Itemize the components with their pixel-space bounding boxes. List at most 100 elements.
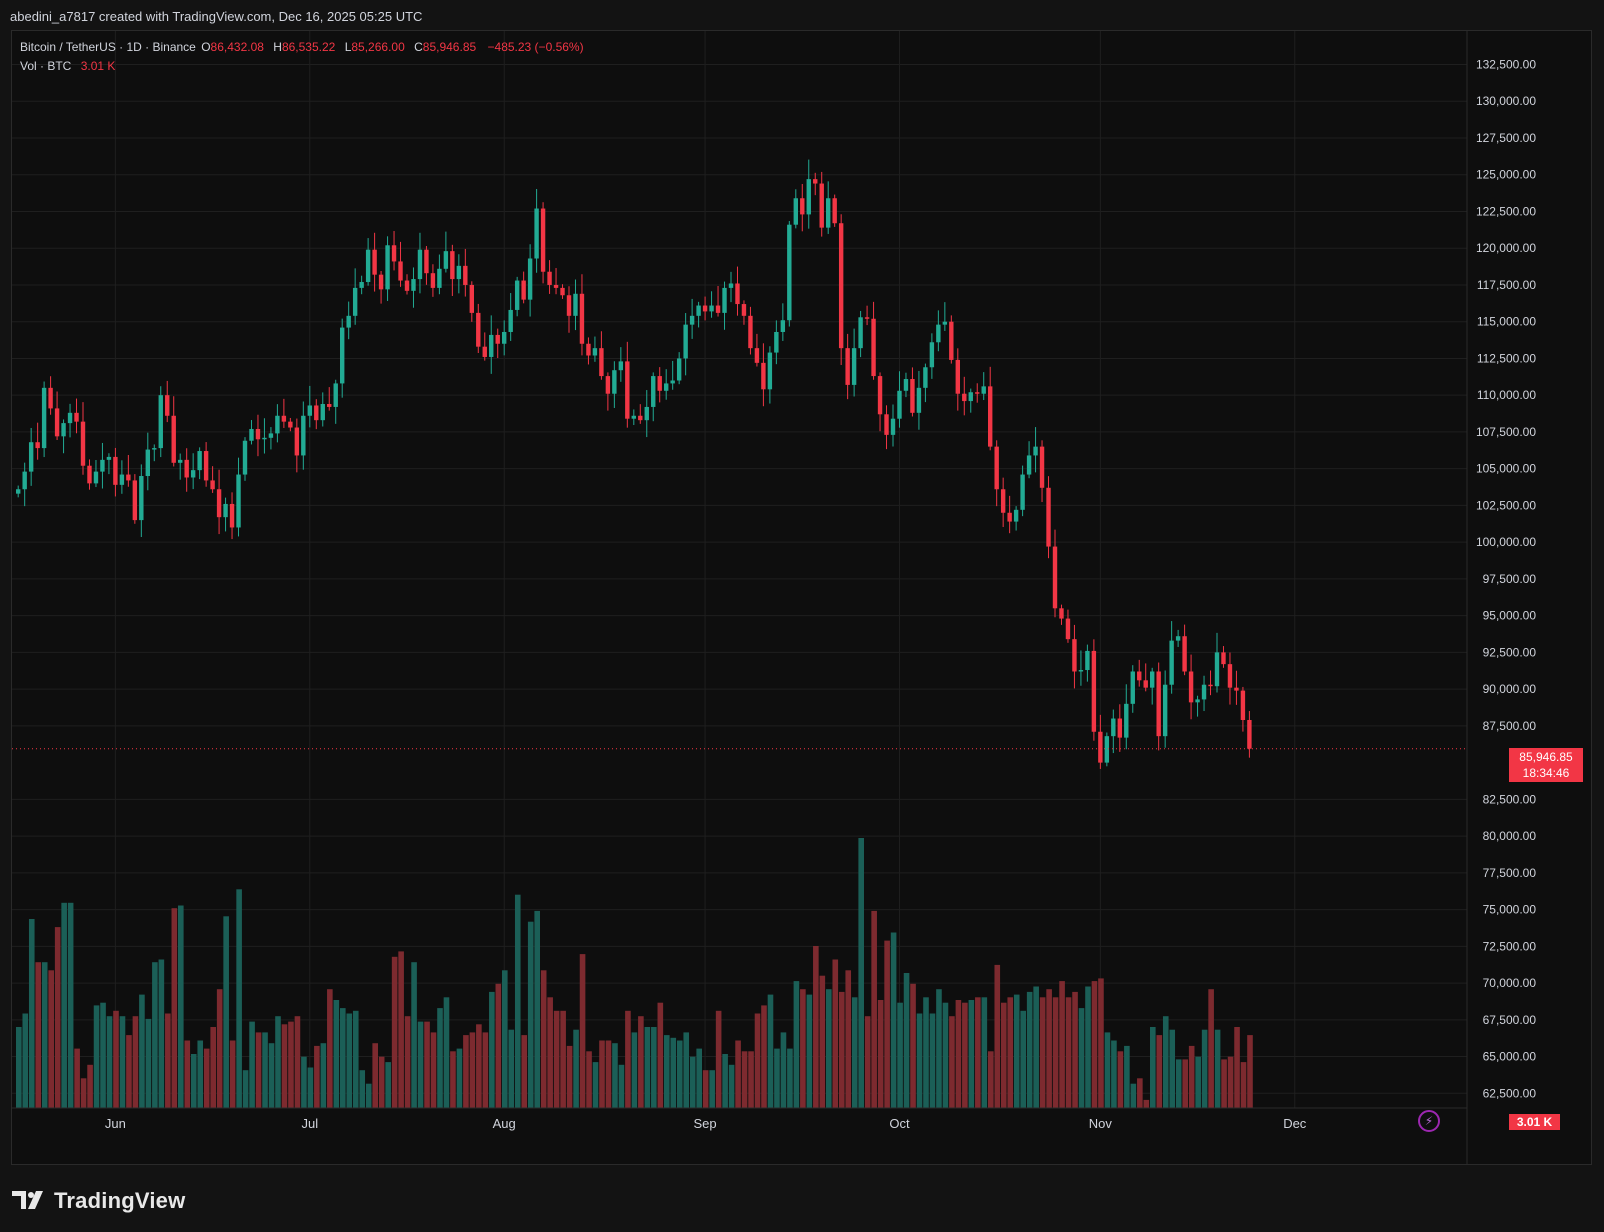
volume-bar — [307, 1067, 314, 1108]
chart-panel[interactable] — [11, 30, 1592, 1165]
candle-body — [534, 208, 539, 259]
volume-bar — [1195, 1056, 1201, 1108]
candle-body — [126, 474, 131, 481]
candlestick-chart[interactable]: 132,500.00 130,000.00 127,500.00 125,000.00… — [12, 31, 1592, 1165]
lightning-icon[interactable]: ⚡ — [1418, 1110, 1440, 1132]
volume-bar — [1013, 994, 1020, 1108]
volume-bar — [1091, 981, 1098, 1108]
volume-bar — [93, 1005, 100, 1108]
candle-body — [314, 405, 319, 421]
candle-body — [573, 293, 578, 316]
volume-bar — [417, 1021, 424, 1108]
candle-body — [845, 348, 850, 385]
volume-bar — [994, 964, 1001, 1108]
volume-bar — [612, 1043, 618, 1108]
close-label: C — [414, 40, 423, 54]
volume-bar — [1039, 997, 1046, 1108]
volume-bar — [1201, 1029, 1208, 1108]
volume-bar — [696, 1048, 702, 1108]
candle-body — [288, 421, 293, 428]
volume-bar — [819, 975, 826, 1108]
volume-bar — [1143, 1099, 1150, 1108]
volume-bar — [281, 1024, 288, 1108]
candle-body — [903, 379, 909, 391]
candle-body — [638, 415, 643, 421]
volume-bar — [916, 1013, 923, 1108]
candle-countdown: 18:34:46 — [1522, 766, 1570, 780]
volume-bar — [1221, 1059, 1227, 1108]
candle-body — [819, 183, 824, 228]
candle-body — [359, 282, 364, 288]
volume-bar — [35, 962, 42, 1108]
volume-bar — [178, 905, 184, 1108]
candle-body — [586, 343, 591, 356]
candle-body — [417, 249, 423, 280]
volume-bar — [670, 1037, 677, 1108]
candle-body — [41, 387, 47, 449]
volume-bar — [171, 908, 178, 1108]
candle-body — [741, 304, 747, 316]
candle-body — [929, 342, 935, 368]
candle-body — [327, 404, 332, 407]
candle-body — [553, 284, 559, 288]
volume-bar — [229, 1040, 236, 1108]
volume-bar — [813, 946, 819, 1108]
candle-body — [378, 274, 384, 290]
y-tick-label: 95,000.00 — [1483, 609, 1537, 623]
candle-body — [262, 437, 267, 440]
volume-bar — [651, 1027, 657, 1108]
candle-body — [683, 324, 688, 359]
open-value: 86,432.08 — [210, 40, 264, 54]
candle-body — [1195, 699, 1200, 703]
candle-body — [1247, 719, 1252, 749]
candle-body — [307, 405, 312, 416]
volume-bar — [1208, 989, 1214, 1108]
candle-body — [579, 293, 585, 344]
candle-body — [482, 346, 487, 357]
candle-body — [962, 393, 967, 402]
ohlc-legend: Bitcoin / TetherUS · 1D · Binance O86,43… — [20, 40, 584, 54]
candle-body — [1137, 671, 1142, 681]
candle-body — [1026, 455, 1032, 475]
volume-bar — [981, 997, 988, 1108]
candle-body — [800, 198, 805, 215]
volume-bar — [579, 954, 586, 1108]
candle-body — [365, 249, 371, 283]
volume-bar — [28, 919, 35, 1108]
x-tick-label: Sep — [694, 1116, 717, 1131]
candle-body — [702, 305, 708, 312]
candle-body — [923, 367, 928, 388]
volume-bar — [184, 1040, 191, 1108]
volume-bar — [877, 1000, 884, 1108]
candle-body — [651, 376, 656, 407]
y-tick-label: 80,000.00 — [1483, 829, 1537, 843]
candle-body — [197, 451, 202, 471]
candle-body — [152, 448, 157, 450]
tradingview-logo[interactable]: TradingView — [12, 1188, 185, 1214]
volume-bar — [618, 1064, 625, 1108]
header-attribution: abedini_a7817 created with TradingView.c… — [10, 9, 423, 24]
last-price-badge: 85,946.85 18:34:46 — [1509, 748, 1583, 782]
volume-bar — [340, 1008, 346, 1108]
candle-body — [178, 459, 183, 463]
candle-body — [676, 358, 682, 381]
candle-body — [508, 309, 513, 332]
volume-bar — [1046, 989, 1052, 1108]
candle-body — [994, 446, 999, 490]
volume-bar — [203, 1048, 210, 1108]
volume-bar — [631, 1032, 638, 1108]
candle-body — [955, 359, 960, 394]
volume-bar — [139, 994, 145, 1108]
candle-body — [1013, 509, 1019, 522]
candle-body — [832, 198, 837, 224]
candle-body — [806, 179, 811, 215]
volume-bar — [158, 959, 165, 1108]
candle-body — [275, 415, 280, 434]
volume-bar — [489, 991, 495, 1108]
candle-body — [664, 383, 669, 391]
volume-bar — [1072, 991, 1078, 1108]
candle-body — [897, 390, 902, 419]
volume-bar — [936, 989, 942, 1108]
candle-body — [372, 249, 377, 275]
candle-body — [670, 380, 675, 384]
